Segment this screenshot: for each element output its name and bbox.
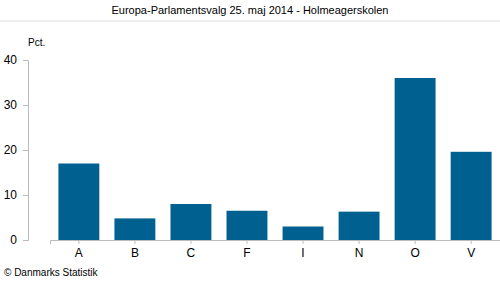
x-tick: C xyxy=(187,240,196,260)
x-tick-mark xyxy=(359,240,360,244)
y-tick-label: 40 xyxy=(4,53,18,67)
bar xyxy=(114,218,155,240)
x-axis: ABCFINOV xyxy=(51,240,500,260)
title-rule xyxy=(0,21,500,22)
x-tick-label: C xyxy=(187,246,196,260)
y-tick-mark xyxy=(23,60,28,61)
title: Europa-Parlamentsvalg 25. maj 2014 - Hol… xyxy=(112,4,389,16)
x-tick-mark xyxy=(78,240,79,244)
bars xyxy=(58,78,491,240)
bar xyxy=(451,152,492,240)
x-tick-label: I xyxy=(301,246,304,260)
y-axis: 0 10 20 30 40 xyxy=(4,53,29,247)
x-tick: O xyxy=(410,240,419,260)
y-tick-label: 30 xyxy=(4,98,18,112)
x-tick-mark xyxy=(134,240,135,244)
x-tick-mark xyxy=(190,240,191,244)
x-tick-label: V xyxy=(467,246,475,260)
y-tick-mark xyxy=(23,195,28,196)
x-tick-label: A xyxy=(75,246,83,260)
x-tick-mark xyxy=(303,240,304,244)
y-tick-label: 0 xyxy=(10,233,17,247)
y-tick-label: 20 xyxy=(4,143,18,157)
x-tick-mark xyxy=(471,240,472,244)
x-tick: N xyxy=(355,240,364,260)
x-axis-line xyxy=(51,241,500,245)
y-label: Pct. xyxy=(28,37,45,48)
x-tick: B xyxy=(131,240,139,260)
bar xyxy=(58,164,99,241)
y-tick: 40 xyxy=(4,53,28,67)
x-tick: I xyxy=(301,240,304,260)
x-tick-label: N xyxy=(355,246,364,260)
bar xyxy=(395,78,436,240)
x-tick-label: B xyxy=(131,246,139,260)
bar xyxy=(339,212,380,240)
x-tick: F xyxy=(243,240,250,260)
y-tick-mark xyxy=(23,105,28,106)
y-tick: 20 xyxy=(4,143,28,157)
y-tick: 10 xyxy=(4,188,28,202)
chart: Europa-Parlamentsvalg 25. maj 2014 - Hol… xyxy=(0,0,500,282)
bar xyxy=(283,227,324,241)
x-tick: V xyxy=(467,240,475,260)
y-tick: 0 xyxy=(10,233,28,247)
x-tick: A xyxy=(75,240,83,260)
x-tick-mark xyxy=(246,240,247,244)
plot: 0 10 20 30 40 A B C F I N O V xyxy=(4,53,500,259)
y-axis-line xyxy=(23,61,29,241)
bar xyxy=(170,204,211,240)
y-tick: 30 xyxy=(4,98,28,112)
y-tick-mark xyxy=(23,150,28,151)
y-tick-mark xyxy=(23,240,28,241)
x-tick-label: O xyxy=(410,246,419,260)
x-tick-mark xyxy=(415,240,416,244)
y-tick-label: 10 xyxy=(4,188,18,202)
x-tick-label: F xyxy=(243,246,250,260)
bar xyxy=(227,211,268,240)
source: © Danmarks Statistik xyxy=(4,267,99,278)
